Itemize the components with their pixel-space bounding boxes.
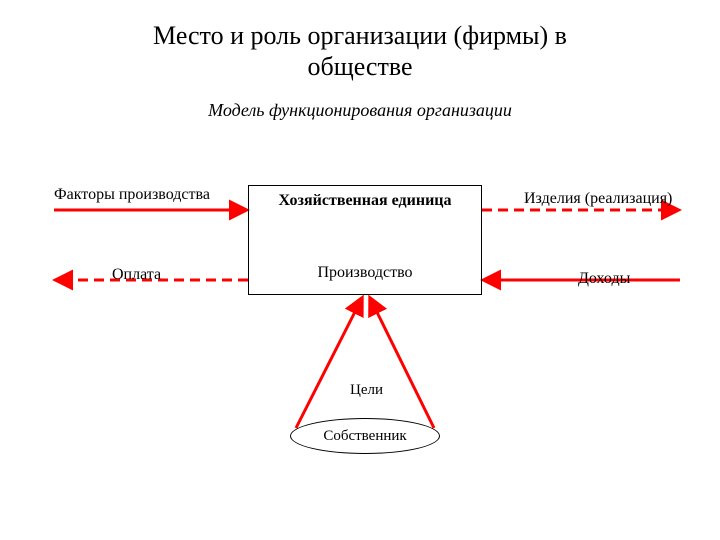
- slide-title: Место и роль организации (фирмы) в общес…: [0, 20, 720, 82]
- products-label: Изделия (реализация): [524, 190, 672, 208]
- owner-ellipse: Собственник: [290, 418, 440, 454]
- owner-line-right: [371, 300, 434, 428]
- economic-unit-label: Хозяйственная единица: [248, 192, 482, 210]
- owner-line-left: [296, 300, 361, 428]
- goals-label: Цели: [350, 382, 383, 399]
- payment-label: Оплата: [112, 266, 161, 284]
- income-label: Доходы: [578, 270, 630, 288]
- owner-label: Собственник: [323, 428, 406, 445]
- factors-label: Факторы производства: [54, 186, 210, 204]
- production-label: Производство: [248, 264, 482, 282]
- slide-subtitle: Модель функционирования организации: [0, 100, 720, 121]
